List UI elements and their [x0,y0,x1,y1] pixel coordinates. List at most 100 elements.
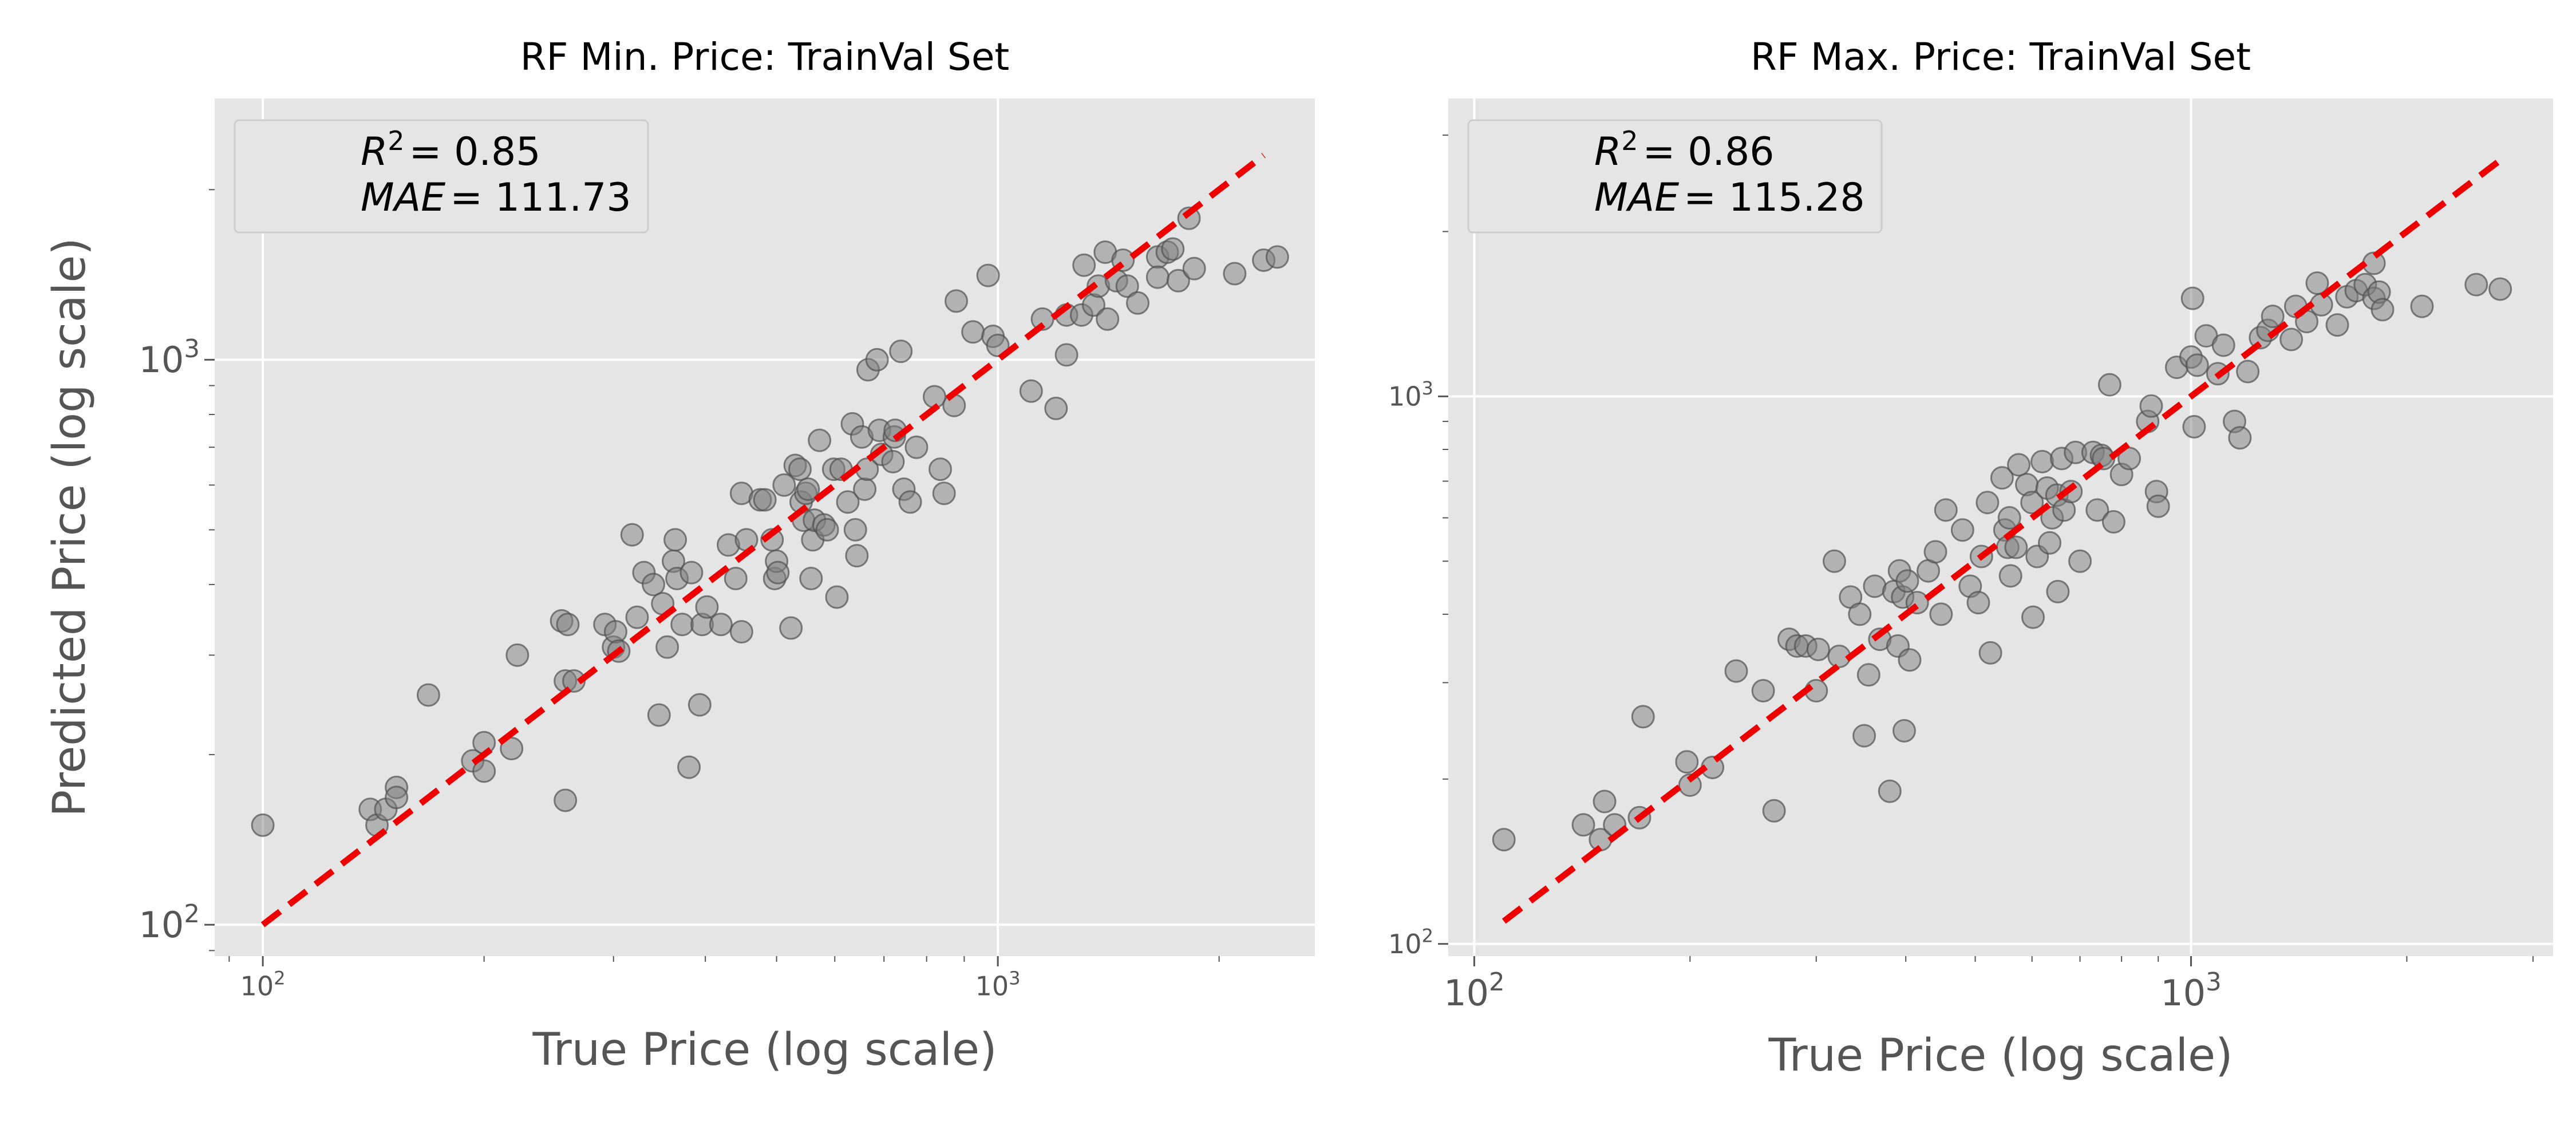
data-point [695,595,719,619]
data-point [688,693,712,717]
data-point [845,544,869,568]
mae-annotation-max-price: MAE = 115.28 [1594,175,1865,220]
data-point [1161,237,1185,261]
data-point [1019,379,1043,403]
data-point [929,457,953,481]
data-point [1848,602,1872,626]
data-point [2101,510,2125,534]
data-point [1678,773,1702,797]
data-point [603,620,627,644]
data-point [724,566,748,590]
data-point [766,560,790,585]
data-point [1990,466,2014,490]
data-point [1593,789,1617,814]
data-point [1895,569,1919,593]
grid-max-price [1448,98,2553,956]
data-point [889,339,913,364]
data-point [2279,327,2304,352]
data-point [1096,307,1120,331]
data-point [753,488,777,512]
data-point [729,620,753,644]
data-point [1145,265,1170,289]
data-point [945,289,969,313]
data-point [620,523,644,547]
data-point [1054,343,1078,367]
y-tick-label: 103 [1388,377,1433,412]
reference-line-max-price [1502,157,2502,924]
data-point [2021,605,2045,629]
y-axis-label-min-price: Predicted Price (log scale) [44,238,96,817]
data-point [779,616,803,640]
data-point [2261,305,2285,329]
chart-panel-max-price: 102 103 102 103 RF Max. Price: TrainVal Set… [1388,35,2553,1081]
data-point [788,457,812,481]
data-point [853,477,877,501]
data-point [1852,724,1876,748]
data-point [1898,648,1922,672]
mae-annotation-min-price: MAE = 111.73 [361,175,631,220]
data-point [385,785,409,810]
data-point [836,490,860,514]
x-axis-label-min-price: True Price (log scale) [532,1024,997,1076]
data-point [1675,750,1699,774]
data-point [2236,360,2260,384]
axis-ticks-max-price: 102 103 102 103 [1388,135,2534,1014]
data-point [2362,251,2386,275]
data-point [1997,506,2021,530]
data-point [1856,663,1880,687]
points-max-price [1492,251,2512,852]
data-point [554,788,578,812]
grid-min-price [215,98,1315,956]
data-point [1072,253,1096,277]
data-point [2211,333,2235,357]
data-point [1863,574,1887,598]
points-min-price [251,206,1289,837]
x-tick-label: 102 [240,967,286,1001]
chart-title-max-price: RF Max. Price: TrainVal Set [1751,35,2251,79]
data-point [1998,564,2022,588]
data-point [2004,535,2028,559]
data-point [642,572,666,597]
data-point [677,755,701,779]
legend-max-price: R2 = 0.86 MAE = 115.28 [1467,119,1883,234]
data-point [1492,828,1516,852]
reference-line-min-price [260,152,1266,927]
data-point [2068,549,2092,573]
data-point [2488,277,2512,301]
data-point [625,605,649,629]
x-tick-label: 103 [2160,968,2222,1014]
data-point [1976,491,2000,515]
plot-area-min-price [215,98,1315,956]
data-point [1751,678,1775,702]
data-point [2410,294,2434,318]
x-tick-label: 103 [975,967,1021,1001]
data-point [2139,394,2163,418]
legend-box-max-price [1467,119,1883,234]
chart-panel-min-price: 102 103 102 103 RF Min. Price: TrainVal Set… [44,35,1315,1076]
data-point [799,566,823,590]
data-point [1177,206,1201,230]
data-point [1030,307,1054,331]
data-point [825,585,849,609]
data-point [2228,426,2252,450]
data-point [1934,498,1958,522]
x-tick-label: 102 [1444,968,1505,1014]
data-point [679,560,704,585]
data-point [815,518,839,542]
data-point [2325,313,2349,337]
data-point [2180,286,2204,310]
y-tick-label: 103 [139,335,200,381]
data-point [1978,641,2002,665]
x-axis-label-max-price: True Price (log scale) [1768,1030,2233,1081]
data-point [472,759,496,783]
r2-annotation-max-price: R2 = 0.86 [1594,125,1775,175]
data-point [796,477,820,501]
data-point [904,435,929,459]
data-point [416,683,440,707]
data-point [1223,262,1247,286]
data-point [1950,518,1974,542]
data-point [1923,540,1947,564]
data-point [2464,273,2488,297]
data-point [251,813,275,837]
data-point [976,263,1000,287]
